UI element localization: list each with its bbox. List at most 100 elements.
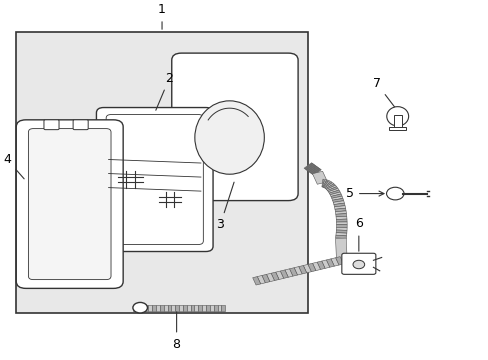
Polygon shape xyxy=(133,305,137,311)
Polygon shape xyxy=(163,305,167,311)
Text: 2: 2 xyxy=(156,72,173,110)
Text: 6: 6 xyxy=(354,217,362,251)
Polygon shape xyxy=(137,305,140,311)
Polygon shape xyxy=(213,305,217,311)
FancyBboxPatch shape xyxy=(73,120,88,130)
Polygon shape xyxy=(202,305,205,311)
Polygon shape xyxy=(311,168,319,174)
Polygon shape xyxy=(298,265,306,274)
Polygon shape xyxy=(335,216,346,220)
Polygon shape xyxy=(175,305,179,311)
Polygon shape xyxy=(325,184,335,190)
FancyBboxPatch shape xyxy=(16,120,123,288)
Polygon shape xyxy=(266,273,274,282)
Polygon shape xyxy=(307,166,316,172)
Polygon shape xyxy=(328,190,339,195)
Polygon shape xyxy=(335,230,346,233)
Polygon shape xyxy=(183,305,186,311)
Polygon shape xyxy=(334,206,345,209)
Polygon shape xyxy=(171,305,175,311)
Polygon shape xyxy=(308,166,317,172)
Polygon shape xyxy=(323,181,330,188)
Polygon shape xyxy=(198,305,202,311)
Polygon shape xyxy=(221,305,225,311)
Polygon shape xyxy=(335,211,346,214)
Ellipse shape xyxy=(386,107,408,126)
Polygon shape xyxy=(307,165,315,171)
Polygon shape xyxy=(304,163,312,169)
Polygon shape xyxy=(336,225,346,228)
Polygon shape xyxy=(335,238,346,260)
Text: 4: 4 xyxy=(3,153,24,179)
Polygon shape xyxy=(304,163,312,169)
Polygon shape xyxy=(322,179,326,187)
Polygon shape xyxy=(309,167,317,173)
Polygon shape xyxy=(167,305,171,311)
Polygon shape xyxy=(336,228,346,230)
Bar xyxy=(388,127,405,130)
Polygon shape xyxy=(285,269,292,277)
FancyBboxPatch shape xyxy=(341,253,375,274)
Polygon shape xyxy=(333,203,345,207)
Polygon shape xyxy=(179,305,183,311)
Text: 8: 8 xyxy=(172,310,180,351)
Circle shape xyxy=(133,302,147,313)
Polygon shape xyxy=(327,188,338,193)
Polygon shape xyxy=(303,264,311,273)
Polygon shape xyxy=(312,171,327,184)
Polygon shape xyxy=(322,180,328,187)
Polygon shape xyxy=(335,233,346,236)
FancyBboxPatch shape xyxy=(96,108,213,252)
Polygon shape xyxy=(156,305,160,311)
Polygon shape xyxy=(186,305,190,311)
Polygon shape xyxy=(252,276,260,285)
Polygon shape xyxy=(310,168,319,174)
Polygon shape xyxy=(335,235,346,239)
FancyBboxPatch shape xyxy=(28,129,111,280)
Polygon shape xyxy=(336,219,346,222)
Polygon shape xyxy=(270,272,279,280)
Polygon shape xyxy=(152,305,156,311)
Polygon shape xyxy=(312,262,320,271)
Ellipse shape xyxy=(194,101,264,174)
Polygon shape xyxy=(321,179,324,187)
Polygon shape xyxy=(148,305,152,311)
Bar xyxy=(393,114,401,129)
Circle shape xyxy=(386,187,403,200)
Polygon shape xyxy=(306,165,314,171)
Polygon shape xyxy=(217,305,221,311)
Polygon shape xyxy=(330,258,338,266)
Polygon shape xyxy=(305,164,313,170)
Polygon shape xyxy=(310,167,318,173)
Text: 5: 5 xyxy=(346,187,383,200)
Polygon shape xyxy=(336,222,346,225)
Polygon shape xyxy=(257,275,264,284)
Polygon shape xyxy=(144,305,148,311)
Polygon shape xyxy=(331,196,342,201)
Polygon shape xyxy=(326,187,337,192)
Polygon shape xyxy=(262,274,269,283)
Polygon shape xyxy=(289,268,297,276)
Polygon shape xyxy=(209,305,213,311)
Polygon shape xyxy=(321,260,329,269)
Polygon shape xyxy=(326,185,336,191)
Polygon shape xyxy=(334,208,346,212)
Text: 7: 7 xyxy=(372,77,395,109)
Polygon shape xyxy=(305,164,314,170)
Polygon shape xyxy=(332,198,343,202)
FancyBboxPatch shape xyxy=(171,53,298,201)
Polygon shape xyxy=(332,201,344,204)
Polygon shape xyxy=(160,305,163,311)
FancyBboxPatch shape xyxy=(16,32,307,313)
Circle shape xyxy=(352,260,364,269)
Polygon shape xyxy=(335,257,343,265)
Polygon shape xyxy=(330,194,341,198)
Polygon shape xyxy=(329,192,341,197)
Polygon shape xyxy=(280,270,288,278)
Text: 1: 1 xyxy=(158,3,165,29)
Polygon shape xyxy=(307,263,315,272)
Polygon shape xyxy=(325,259,334,267)
Text: 3: 3 xyxy=(216,182,234,231)
Polygon shape xyxy=(194,305,198,311)
Polygon shape xyxy=(312,169,321,175)
